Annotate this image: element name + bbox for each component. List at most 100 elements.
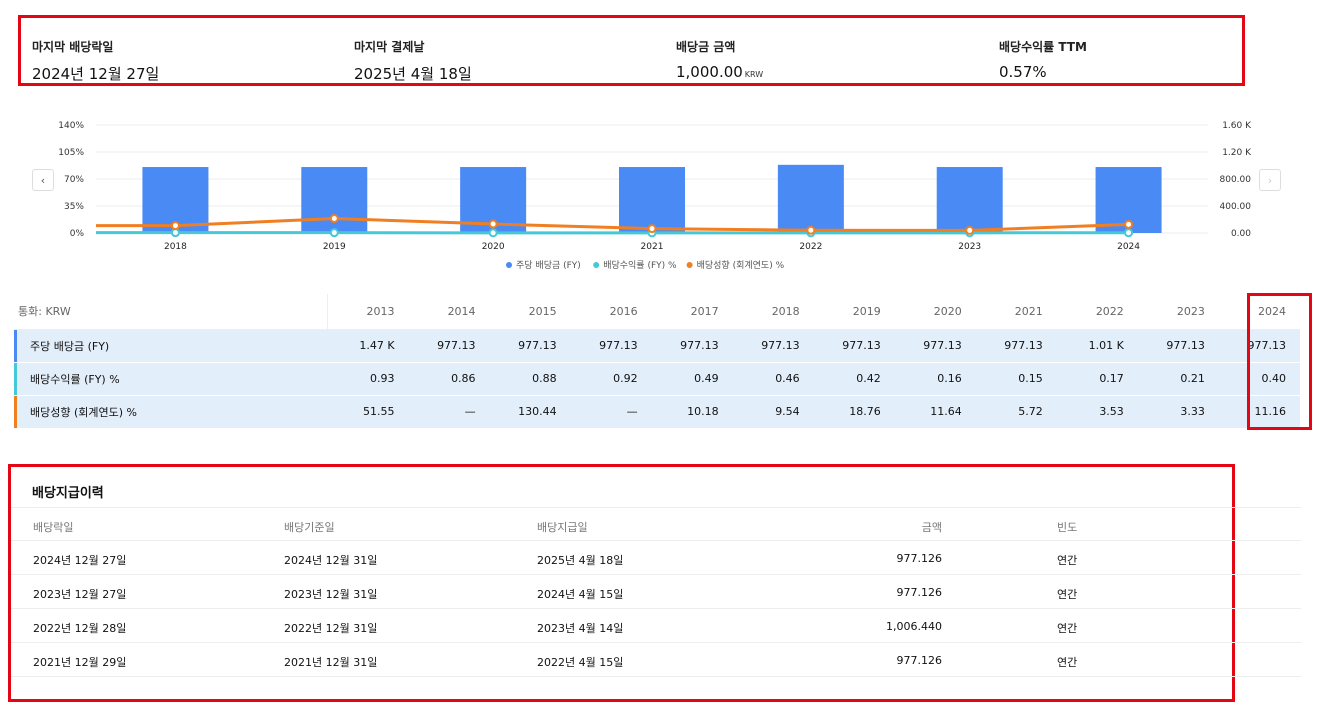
chart-point bbox=[647, 224, 657, 234]
table-cell: 1.47 K bbox=[327, 329, 409, 363]
table-cell: 1.01 K bbox=[1056, 329, 1138, 363]
history-record-date: 2023년 12월 31일 bbox=[284, 588, 378, 601]
table-row: 주당 배당금 (FY) 1.47 K 977.13 977.13 977.13 977.1… bbox=[14, 329, 1300, 363]
table-cell: 0.86 bbox=[408, 362, 490, 396]
chart-point bbox=[488, 228, 498, 238]
chart-point bbox=[1124, 228, 1134, 238]
table-cell: 977.13 bbox=[894, 329, 976, 363]
table-cell: 9.54 bbox=[732, 395, 814, 429]
table-cell: 11.16 bbox=[1218, 395, 1300, 429]
table-cell: 0.92 bbox=[570, 362, 652, 396]
x-axis-tick-label: 2024 bbox=[1117, 242, 1140, 252]
chart-prev-button[interactable]: ‹ bbox=[32, 169, 54, 191]
table-cell: 977.13 bbox=[489, 329, 571, 363]
last-ex-date: 마지막 배당락일 2024년 12월 27일 bbox=[32, 38, 159, 84]
row-label: 배당성향 (회계연도) % bbox=[14, 395, 328, 429]
last-pay-date: 마지막 결제날 2025년 4월 18일 bbox=[354, 38, 472, 84]
left-axis-tick-label: 70% bbox=[64, 175, 84, 185]
chart-next-button[interactable]: › bbox=[1259, 169, 1281, 191]
year-header: 2023 bbox=[1137, 294, 1219, 330]
table-cell: 0.21 bbox=[1137, 362, 1219, 396]
last-ex-date-value: 2024년 12월 27일 bbox=[32, 65, 160, 83]
legend-label: 배당성향 (회계연도) % bbox=[697, 259, 785, 271]
dividend-history-box: 배당지급이력 배당락일 배당기준일 배당지급일 금액 빈도 2024년 12월 … bbox=[8, 464, 1301, 702]
chart-bar bbox=[301, 167, 368, 233]
year-header: 2017 bbox=[651, 294, 733, 330]
chart-series-line bbox=[96, 217, 1129, 232]
table-cell: 977.13 bbox=[651, 329, 733, 363]
table-cell: 51.55 bbox=[327, 395, 409, 429]
table-cell: 3.53 bbox=[1056, 395, 1138, 429]
year-header: 2022 bbox=[1056, 294, 1138, 330]
table-cell: 977.13 bbox=[570, 329, 652, 363]
left-axis-tick-label: 0% bbox=[70, 229, 85, 239]
chart-bar bbox=[777, 164, 844, 233]
history-ex-date: 2023년 12월 27일 bbox=[33, 588, 127, 601]
x-axis-tick-label: 2022 bbox=[799, 242, 822, 252]
history-header-record-date: 배당기준일 bbox=[284, 521, 335, 534]
history-amount: 977.126 bbox=[896, 654, 943, 667]
table-cell: 977.13 bbox=[732, 329, 814, 363]
x-axis-tick-label: 2018 bbox=[164, 242, 187, 252]
history-frequency: 연간 bbox=[1057, 656, 1078, 669]
chart-point bbox=[170, 228, 180, 238]
table-header-row: 통화: KRW 2013 2014 2015 2016 2017 2018 2019 2020… bbox=[14, 294, 1300, 330]
year-header: 2019 bbox=[813, 294, 895, 330]
right-axis-tick-label: 0.00 bbox=[1231, 229, 1251, 239]
dividend-summary: 마지막 배당락일 2024년 12월 27일 마지막 결제날 2025년 4월 … bbox=[18, 15, 1245, 86]
history-amount: 977.126 bbox=[896, 586, 943, 599]
history-header-amount: 금액 bbox=[921, 521, 942, 534]
chart-point bbox=[329, 228, 339, 238]
table-cell: 3.33 bbox=[1137, 395, 1219, 429]
chart-point bbox=[329, 214, 339, 224]
legend-label: 주당 배당금 (FY) bbox=[516, 260, 581, 271]
chevron-right-icon: › bbox=[1267, 173, 1273, 187]
history-header-frequency: 빈도 bbox=[1057, 521, 1078, 534]
chart-point bbox=[488, 219, 498, 229]
history-row: 2023년 12월 27일 2023년 12월 31일 2024년 4월 15일 97… bbox=[11, 575, 1301, 609]
table-cell: — bbox=[408, 395, 490, 429]
dividend-table-section: 통화: KRW 2013 2014 2015 2016 2017 2018 2019 2020… bbox=[14, 293, 1312, 430]
x-axis-tick-label: 2021 bbox=[641, 242, 664, 252]
history-title: 배당지급이력 bbox=[32, 486, 104, 501]
history-record-date: 2022년 12월 31일 bbox=[284, 622, 378, 635]
row-label: 배당수익률 (FY) % bbox=[14, 362, 328, 396]
table-cell: 10.18 bbox=[651, 395, 733, 429]
table-cell: 0.46 bbox=[732, 362, 814, 396]
table-cell: 5.72 bbox=[975, 395, 1057, 429]
dividend-amount-value-wrap: 1,000.00 KRW bbox=[676, 63, 763, 81]
chart-point bbox=[170, 221, 180, 231]
left-axis-tick-label: 140% bbox=[58, 121, 84, 131]
x-axis-tick-label: 2023 bbox=[958, 242, 981, 252]
history-pay-date: 2025년 4월 18일 bbox=[537, 554, 624, 567]
year-header: 2020 bbox=[894, 294, 976, 330]
dividend-yield-ttm-value: 0.57% bbox=[999, 63, 1047, 81]
history-row: 2021년 12월 29일 2021년 12월 31일 2022년 4월 15일 97… bbox=[11, 643, 1301, 677]
year-header: 2021 bbox=[975, 294, 1057, 330]
history-header-pay-date: 배당지급일 bbox=[537, 521, 588, 534]
right-axis-tick-label: 1.60 K bbox=[1222, 121, 1252, 131]
table-cell: 0.88 bbox=[489, 362, 571, 396]
history-ex-date: 2022년 12월 28일 bbox=[33, 622, 127, 635]
last-pay-date-value: 2025년 4월 18일 bbox=[354, 65, 472, 83]
year-header: 2024 bbox=[1218, 294, 1300, 330]
history-ex-date: 2024년 12월 27일 bbox=[33, 554, 127, 567]
history-frequency: 연간 bbox=[1057, 622, 1078, 635]
last-pay-date-label: 마지막 결제날 bbox=[354, 40, 425, 54]
table-cell: 0.49 bbox=[651, 362, 733, 396]
table-cell: 18.76 bbox=[813, 395, 895, 429]
table-cell: 0.40 bbox=[1218, 362, 1300, 396]
dividend-amount: 배당금 금액 1,000.00 KRW bbox=[676, 38, 763, 81]
table-cell: 0.17 bbox=[1056, 362, 1138, 396]
dividend-chart-section: ‹ › 140% 1.60 K 105% 1.20 K 70% 800.00 35% 400.… bbox=[0, 110, 1320, 285]
history-header-row: 배당락일 배당기준일 배당지급일 금액 빈도 bbox=[11, 507, 1301, 541]
table-cell: 977.13 bbox=[813, 329, 895, 363]
history-table: 배당락일 배당기준일 배당지급일 금액 빈도 2024년 12월 27일 2024… bbox=[11, 507, 1301, 677]
history-record-date: 2021년 12월 31일 bbox=[284, 656, 378, 669]
history-header-ex-date: 배당락일 bbox=[33, 521, 74, 534]
dividend-amount-unit: KRW bbox=[744, 70, 764, 79]
history-frequency: 연간 bbox=[1057, 588, 1078, 601]
table-row: 배당수익률 (FY) % 0.93 0.86 0.88 0.92 0.49 0.46 0.42… bbox=[14, 362, 1300, 396]
currency-label: 통화: KRW bbox=[14, 294, 328, 330]
history-amount: 977.126 bbox=[896, 552, 943, 565]
